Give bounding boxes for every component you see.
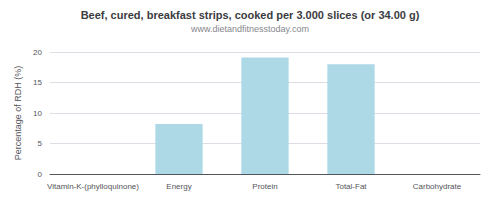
svg-text:Percentage of RDH (%): Percentage of RDH (%) [13,66,23,161]
svg-text:www.dietandfitnesstoday.com: www.dietandfitnesstoday.com [190,24,309,34]
svg-text:Beef, cured, breakfast strips,: Beef, cured, breakfast strips, cooked pe… [81,9,420,21]
svg-text:10: 10 [33,109,42,118]
svg-text:Vitamin-K-(phylloquinone): Vitamin-K-(phylloquinone) [47,182,139,191]
svg-text:0: 0 [38,170,43,179]
svg-text:Carbohydrate: Carbohydrate [413,182,462,191]
svg-text:15: 15 [33,78,42,87]
svg-text:Energy: Energy [166,182,191,191]
svg-text:20: 20 [33,48,42,57]
svg-text:Total-Fat: Total-Fat [335,182,367,191]
svg-text:5: 5 [38,139,43,148]
svg-text:Protein: Protein [252,182,277,191]
